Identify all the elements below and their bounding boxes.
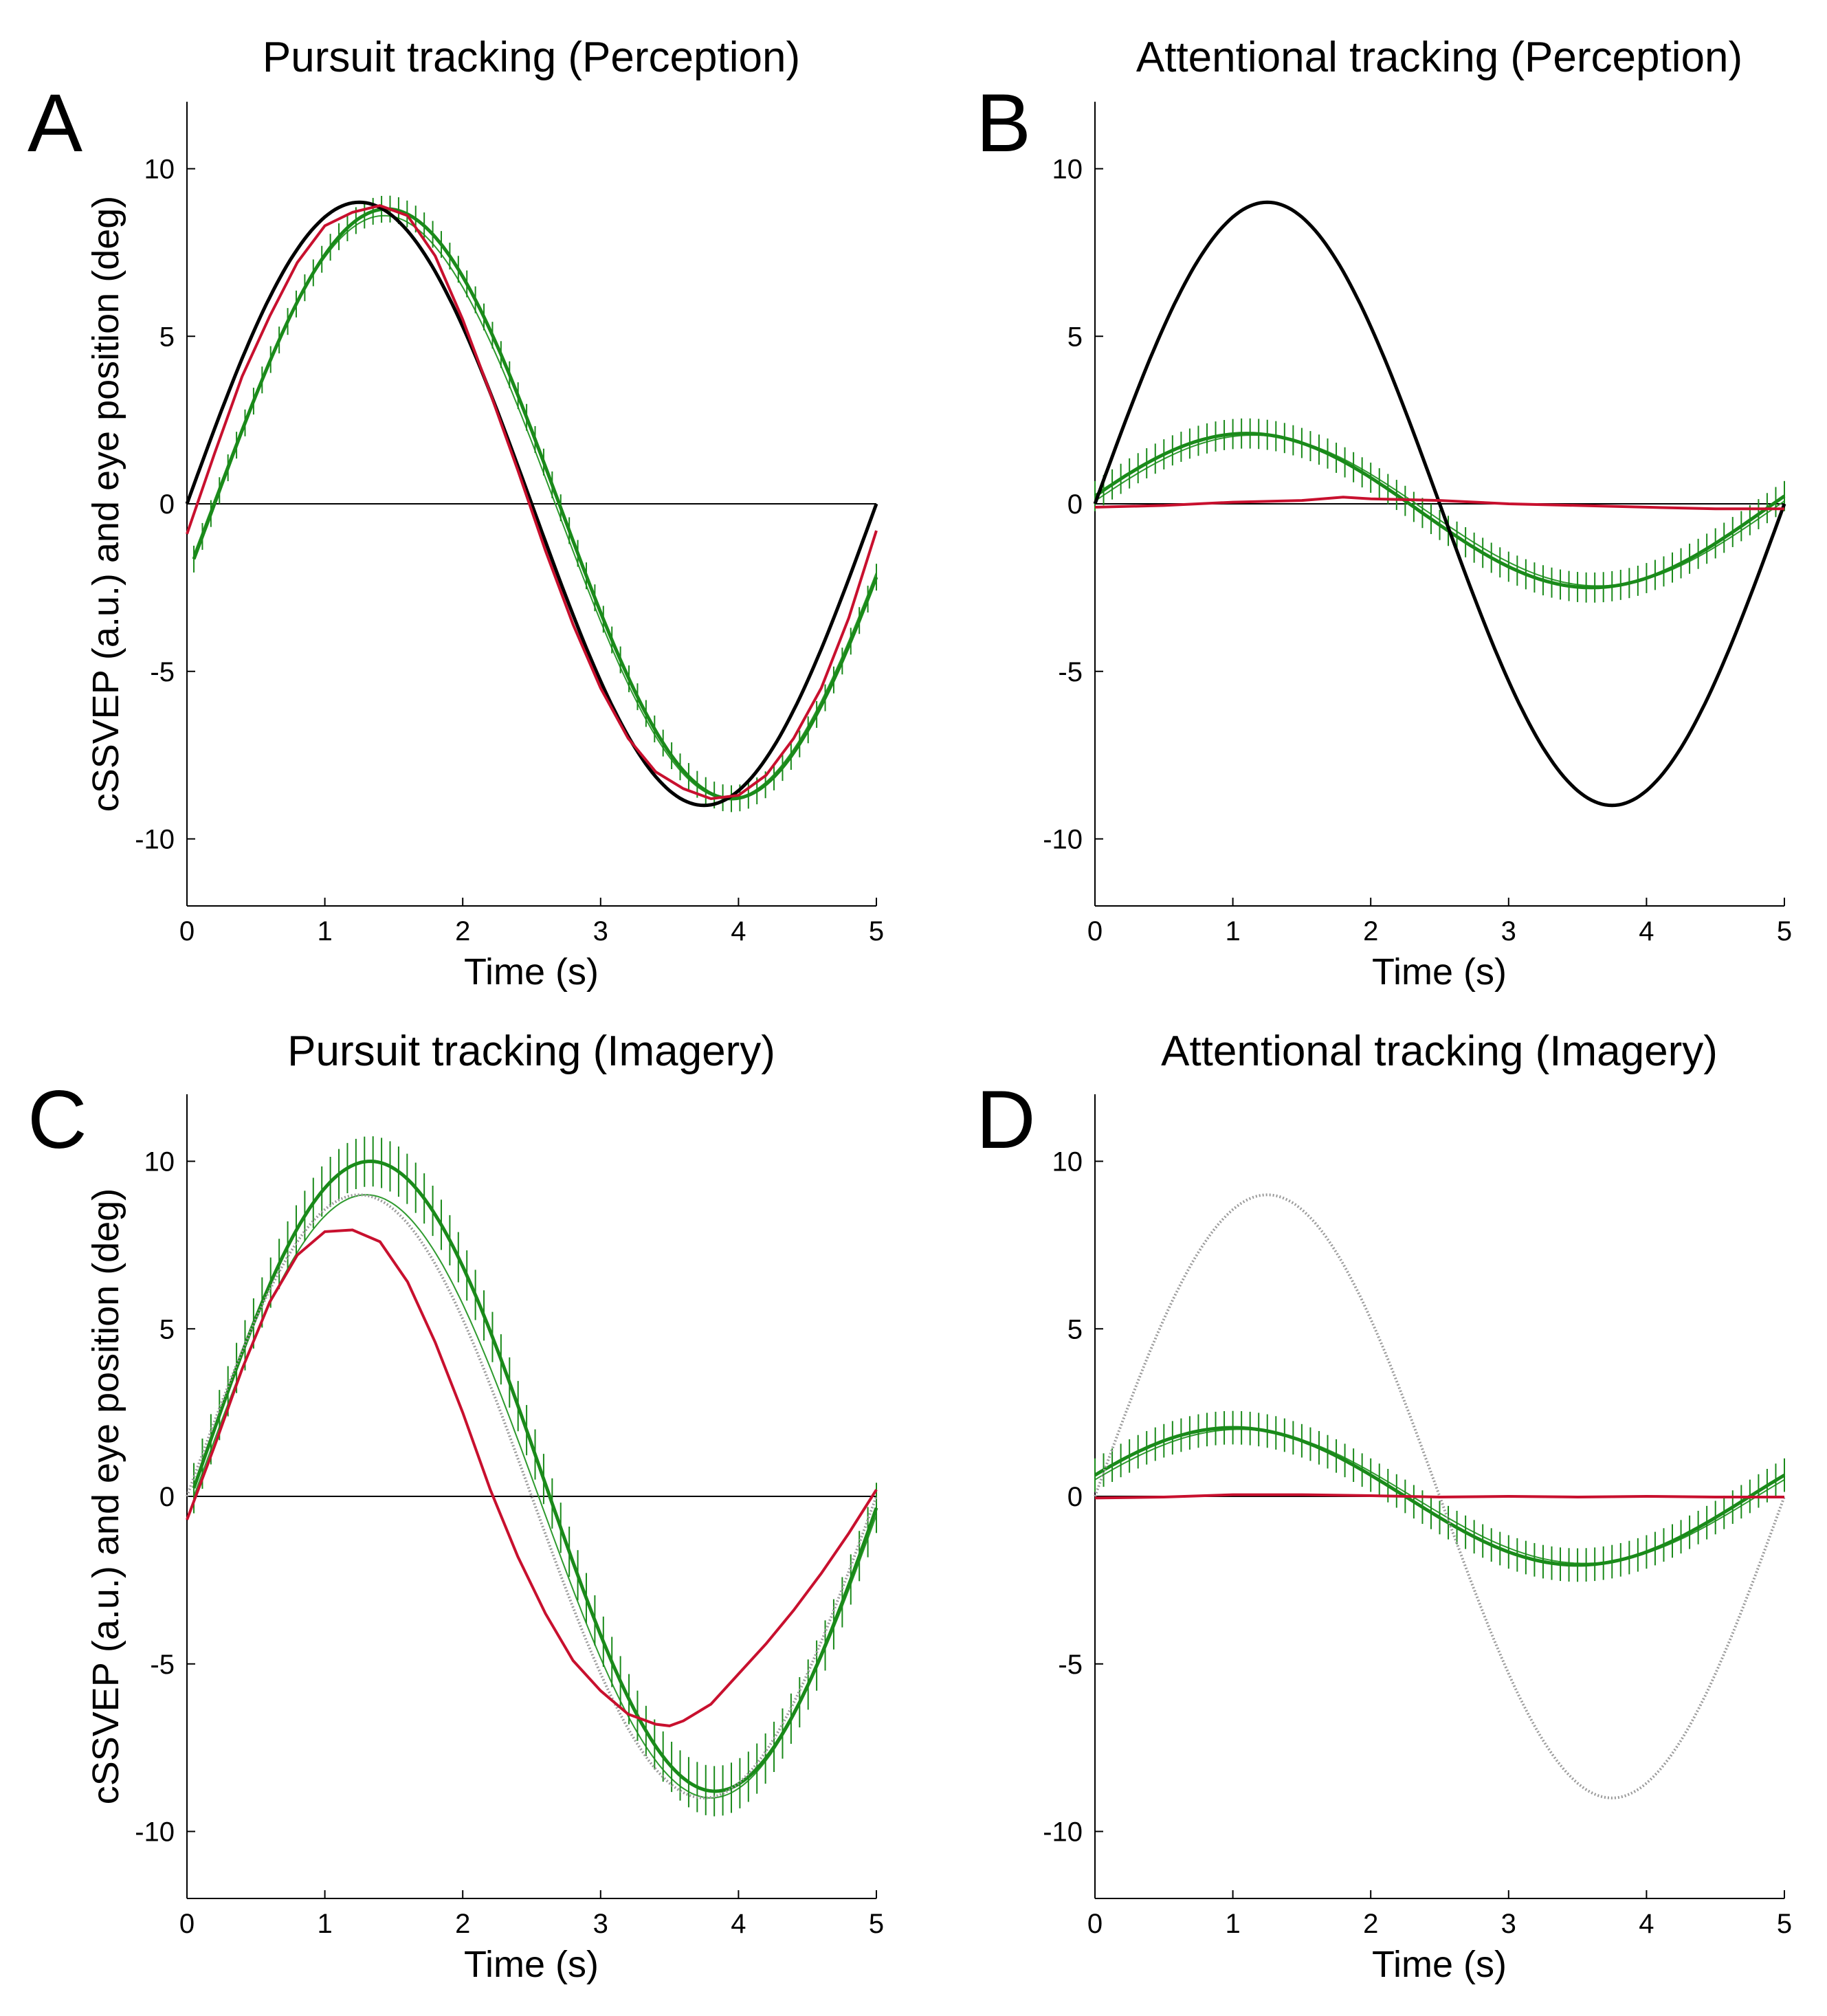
panel-c-xlabel: Time (s): [464, 1944, 599, 1985]
panel-d-eye-line: [1094, 1493, 1784, 1500]
panel-a-x-tick-label: 5: [869, 916, 884, 946]
panel-c-x-tick-label: 1: [317, 1909, 332, 1939]
panel-a-target-line: [185, 200, 878, 808]
panel-c: Pursuit tracking (Imagery) C 0 1 2 3 4 5 -10 -5…: [27, 1028, 884, 1985]
panel-a-xlabel: Time (s): [464, 951, 599, 993]
panel-d-cssvep-line: [1094, 1426, 1786, 1567]
panel-b-cssvep-line: [1094, 432, 1786, 590]
panel-a-y-tick-label: 5: [159, 322, 175, 352]
panel-a-x-tick-label: 0: [179, 916, 195, 946]
panel-b-y-tick-label: -10: [1043, 825, 1083, 855]
panel-d-title: Attentional tracking (Imagery): [1161, 1028, 1718, 1075]
panel-b-title: Attentional tracking (Perception): [1136, 34, 1742, 81]
panel-a-title: Pursuit tracking (Perception): [263, 34, 800, 81]
panel-c-error-bars: [193, 1136, 877, 1817]
panel-b-y-tick-label: 5: [1067, 322, 1083, 352]
panel-d-letter: D: [976, 1074, 1036, 1166]
panel-b-eye-line: [1094, 496, 1784, 511]
panel-d: Attentional tracking (Imagery) D 0 1 2 3 4 5 -…: [976, 1028, 1792, 1985]
panel-d-plot: 0 1 2 3 4 5 -10 -5 0 5 10: [1043, 1094, 1792, 1939]
panel-c-x-tick-label: 5: [869, 1909, 884, 1939]
panel-a-y-tick-label: 10: [144, 155, 175, 185]
panel-a-x-tick-label: 4: [731, 916, 746, 946]
panel-b-x-tick-label: 4: [1639, 916, 1654, 946]
panel-b-y-tick-label: 0: [1067, 489, 1083, 520]
panel-c-eye-line: [186, 1228, 878, 1727]
panel-b-x-tick-label: 2: [1363, 916, 1378, 946]
panel-c-y-tick-label: -5: [150, 1650, 175, 1680]
panel-a-ylabel: cSSVEP (a.u.) and eye position (deg): [85, 196, 126, 812]
panel-a-x-tick-label: 3: [593, 916, 608, 946]
panel-c-fit-line: [193, 1194, 877, 1799]
panel-b: Attentional tracking (Perception) B 0 1 2 3…: [976, 34, 1792, 993]
panel-a-plot: 0 1 2 3 4 5 -10 -5 0 5 10: [135, 102, 884, 946]
panel-a-letter: A: [27, 77, 82, 169]
panel-a-eye-line: [186, 204, 878, 801]
panel-c-y-tick-label: 10: [144, 1147, 175, 1177]
panel-a-y-tick-label: -10: [135, 825, 175, 855]
panel-b-plot: 0 1 2 3 4 5 -10 -5 0 5 10: [1043, 102, 1792, 946]
panel-a: Pursuit tracking (Perception) A 0 1 2 3 4 5 -1…: [27, 34, 884, 993]
panel-b-letter: B: [976, 77, 1031, 169]
panel-d-x-tick-label: 4: [1639, 1909, 1654, 1939]
panel-c-title: Pursuit tracking (Imagery): [287, 1028, 775, 1075]
panel-d-y-tick-label: 10: [1052, 1147, 1083, 1177]
panel-a-x-tick-label: 2: [455, 916, 470, 946]
panel-d-y-tick-label: 0: [1067, 1482, 1083, 1512]
panel-c-cssvep-line: [192, 1159, 878, 1793]
panel-d-x-tick-label: 1: [1225, 1909, 1240, 1939]
panel-a-y-tick-label: -5: [150, 657, 175, 687]
panel-b-y-tick-label: -5: [1058, 657, 1083, 687]
panel-b-x-tick-label: 5: [1777, 916, 1792, 946]
panel-c-x-tick-label: 4: [731, 1909, 746, 1939]
panel-a-y-tick-label: 0: [159, 489, 175, 520]
panel-b-x-tick-label: 3: [1501, 916, 1516, 946]
panel-c-x-tick-label: 0: [179, 1909, 195, 1939]
panel-a-x-tick-label: 1: [317, 916, 332, 946]
panel-b-error-bars: [1094, 418, 1785, 603]
panel-d-y-tick-label: 5: [1067, 1314, 1083, 1344]
panel-d-target-line: [1094, 1193, 1786, 1799]
panel-d-x-tick-label: 5: [1777, 1909, 1792, 1939]
panel-a-cssvep-line: [192, 207, 878, 801]
panel-b-x-tick-label: 0: [1087, 916, 1103, 946]
panel-d-x-tick-label: 3: [1501, 1909, 1516, 1939]
panel-c-y-tick-label: 5: [159, 1314, 175, 1344]
panel-c-y-tick-label: -10: [135, 1817, 175, 1848]
panel-c-y-tick-label: 0: [159, 1482, 175, 1512]
panel-c-x-tick-label: 2: [455, 1909, 470, 1939]
panel-c-letter: C: [27, 1074, 87, 1166]
panel-b-x-tick-label: 1: [1225, 916, 1240, 946]
panel-b-xlabel: Time (s): [1372, 951, 1507, 993]
panel-b-y-tick-label: 10: [1052, 155, 1083, 185]
panel-d-y-tick-label: -10: [1043, 1817, 1083, 1848]
panel-b-target-line: [1093, 200, 1786, 808]
panel-d-x-tick-label: 0: [1087, 1909, 1103, 1939]
panel-c-x-tick-label: 3: [593, 1909, 608, 1939]
panel-c-plot: 0 1 2 3 4 5 -10 -5 0 5 10: [135, 1094, 884, 1939]
panel-d-xlabel: Time (s): [1372, 1944, 1507, 1985]
panel-d-x-tick-label: 2: [1363, 1909, 1378, 1939]
panel-d-y-tick-label: -5: [1058, 1650, 1083, 1680]
panel-c-ylabel: cSSVEP (a.u.) and eye position (deg): [85, 1188, 126, 1805]
panel-c-target-line: [186, 1193, 878, 1799]
